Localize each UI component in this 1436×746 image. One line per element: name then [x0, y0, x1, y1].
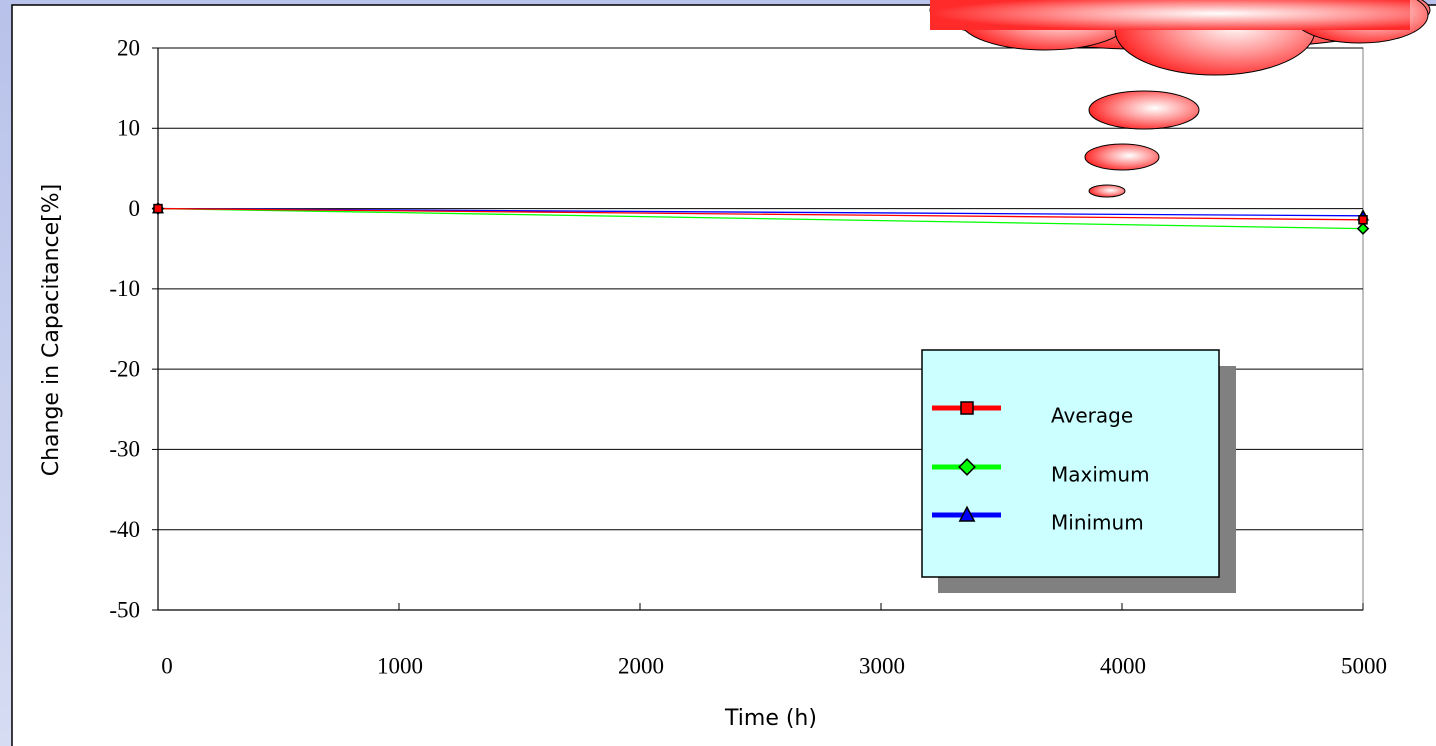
x-tick-label: 4000: [1100, 653, 1146, 678]
series-line: [157, 207, 1364, 217]
y-tick-label: -30: [109, 437, 140, 462]
legend-label: Average: [1051, 404, 1133, 428]
x-axis-title: Time (h): [724, 706, 817, 731]
legend: Average Maximum Minimum: [921, 349, 1236, 593]
y-axis-title: Change in Capacitance[%]: [39, 184, 64, 477]
marker: [1356, 222, 1370, 235]
y-tick-label: -50: [109, 597, 140, 622]
thought-cloud: [929, 0, 1431, 198]
series-line: [157, 207, 1364, 221]
legend-label: Minimum: [1051, 511, 1144, 535]
marker: [153, 203, 163, 214]
series-line: [157, 207, 1364, 230]
x-tick-label: 0: [161, 653, 173, 678]
y-tick-label: 20: [117, 35, 140, 60]
x-tick-label: 2000: [618, 653, 664, 678]
marker: [1358, 215, 1368, 225]
y-tick-label: -40: [109, 517, 140, 542]
marker: [960, 401, 974, 415]
marker: [958, 505, 976, 522]
legend-label: Maximum: [1051, 463, 1150, 487]
y-tick-label: -10: [109, 276, 140, 301]
x-tick-label: 1000: [377, 653, 423, 678]
y-tick-label: 0: [129, 196, 141, 221]
marker: [958, 458, 976, 476]
y-tick-label: 10: [117, 116, 140, 141]
x-tick-label: 3000: [859, 653, 905, 678]
y-tick-label: -20: [109, 356, 140, 381]
x-tick-label: 5000: [1341, 653, 1387, 678]
